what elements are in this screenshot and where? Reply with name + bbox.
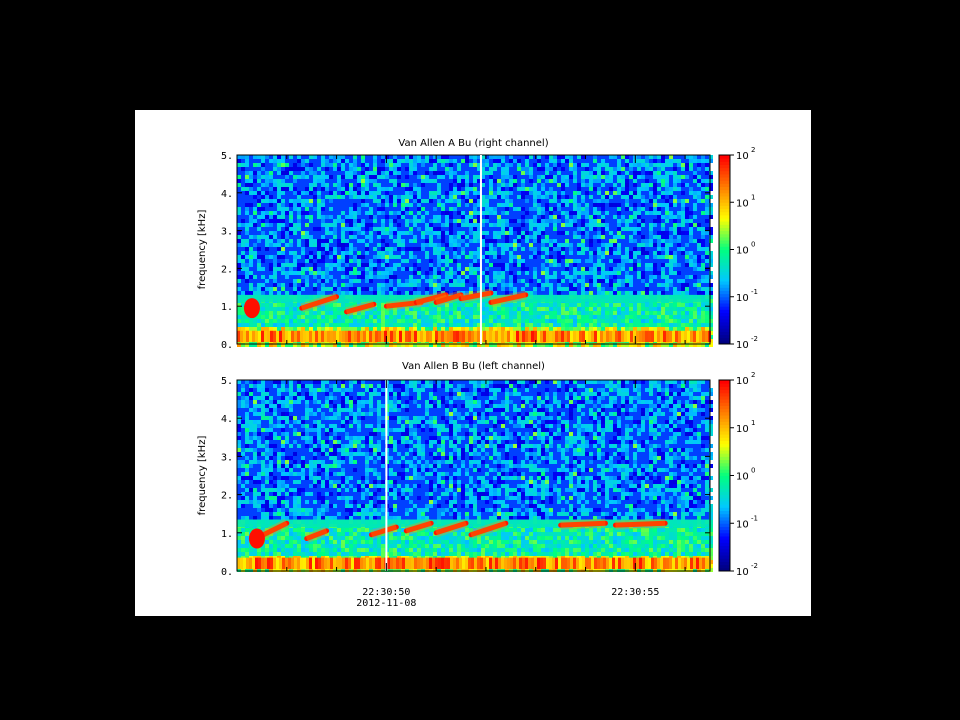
colorbar-label: 10 — [736, 293, 749, 304]
chirp-3 — [368, 524, 399, 538]
colorbar-label: 10 — [736, 198, 749, 209]
ytick-label: 1. — [221, 302, 233, 313]
colorbar-label: 10 — [736, 151, 749, 162]
colorbar-label: 10 — [736, 340, 749, 351]
panel-frame — [236, 379, 711, 572]
y-axis-label: frequency [kHz] — [197, 436, 208, 516]
ytick-label: 4. — [221, 414, 233, 425]
colorbar-exponent: 2 — [751, 371, 755, 379]
chirp-5 — [433, 292, 464, 305]
y-axis-label: frequency [kHz] — [197, 210, 208, 290]
xtick-label: 22:30:55 — [611, 587, 659, 598]
chirp-1 — [299, 294, 340, 311]
colorbar-exponent: 1 — [751, 193, 755, 201]
strong-emission — [243, 298, 260, 319]
chirp-2 — [304, 528, 330, 542]
ytick-label: 5. — [221, 376, 233, 387]
colorbar-label: 10 — [736, 519, 749, 530]
chirp-5 — [433, 520, 469, 536]
colorbar-exponent: -1 — [751, 288, 758, 296]
colorbar-exponent: 1 — [751, 419, 755, 427]
chirp-4 — [413, 292, 449, 305]
colorbar-label: 10 — [736, 376, 749, 387]
chirp-2 — [344, 301, 377, 315]
spectrogram-figure: Van Allen A Bu (right channel) 0. 1. 2. 3. 4.… — [197, 138, 758, 609]
panel-title: Van Allen B Bu (left channel) — [402, 361, 545, 372]
xtick-date-label: 2012-11-08 — [356, 598, 416, 609]
chirp-8 — [612, 520, 668, 528]
chirp-4 — [403, 520, 434, 534]
colorbar-exponent: 0 — [751, 467, 755, 475]
ytick-label: 2. — [221, 491, 233, 502]
colorbar-exponent: -2 — [751, 562, 758, 570]
chirp-7 — [488, 292, 529, 305]
ytick-label: 4. — [221, 189, 233, 200]
ytick-label: 1. — [221, 529, 233, 540]
colorbar-label: 10 — [736, 567, 749, 578]
chirp-6 — [458, 290, 494, 302]
ytick-label: 3. — [221, 452, 233, 463]
spectrogram-panel-2: Van Allen B Bu (left channel) 0. 1. 2. 3. 4. 5… — [197, 361, 758, 578]
colorbar-exponent: -2 — [751, 335, 758, 343]
colorbar-exponent: 2 — [751, 146, 755, 154]
colorbar-exponent: -1 — [751, 514, 758, 522]
spectrogram-panel-1: Van Allen A Bu (right channel) 0. 1. 2. 3. 4.… — [197, 138, 758, 351]
ytick-label: 0. — [221, 340, 233, 351]
colorbar-label: 10 — [736, 472, 749, 483]
ytick-label: 3. — [221, 227, 233, 238]
chirp-7 — [558, 520, 608, 528]
strong-emission — [248, 528, 265, 549]
ytick-label: 5. — [221, 151, 233, 162]
colorbar-label: 10 — [736, 424, 749, 435]
colorbar-exponent: 0 — [751, 241, 755, 249]
colorbar-label: 10 — [736, 246, 749, 257]
slide-frame: Van Allen A Bu (right channel) 0. 1. 2. 3. 4.… — [135, 110, 811, 616]
panel-title: Van Allen A Bu (right channel) — [398, 138, 548, 149]
ytick-label: 0. — [221, 567, 233, 578]
band-edge-2 — [237, 519, 710, 528]
xtick-label: 22:30:50 — [362, 587, 410, 598]
chirp-6 — [468, 520, 509, 538]
panel-frame — [236, 154, 711, 345]
ytick-label: 2. — [221, 264, 233, 275]
